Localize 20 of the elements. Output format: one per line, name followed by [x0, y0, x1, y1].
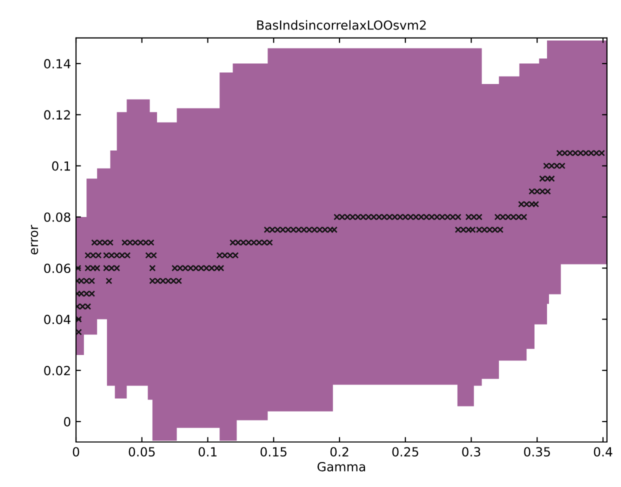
- chart-title: BasIndsincorrelaxLOOsvm2: [257, 20, 426, 30]
- x-tick-label: 0: [72, 447, 80, 457]
- y-tick-label: 0.12: [44, 110, 70, 120]
- x-tick-label: 0.25: [392, 447, 418, 457]
- x-tick-label: 0.3: [462, 447, 480, 457]
- x-tick-label: 0.05: [128, 447, 155, 457]
- x-tick-label: 0.4: [594, 447, 612, 457]
- y-tick-label: 0.02: [44, 366, 70, 376]
- x-tick-label: 0.2: [330, 447, 348, 457]
- y-tick-label: 0.04: [44, 314, 70, 324]
- y-axis-title: error: [30, 224, 38, 254]
- y-tick-label: 0.08: [44, 212, 70, 222]
- x-axis-title: Gamma: [318, 462, 366, 472]
- y-tick-label: 0.14: [44, 59, 70, 68]
- y-tick-label: 0.06: [44, 264, 70, 274]
- x-tick-label: 0.35: [524, 447, 550, 457]
- x-tick-label: 0.1: [198, 447, 217, 457]
- y-tick-label: 0: [64, 417, 70, 426]
- y-tick-label: 0.1: [52, 161, 70, 171]
- x-tick-label: 0.15: [260, 447, 286, 457]
